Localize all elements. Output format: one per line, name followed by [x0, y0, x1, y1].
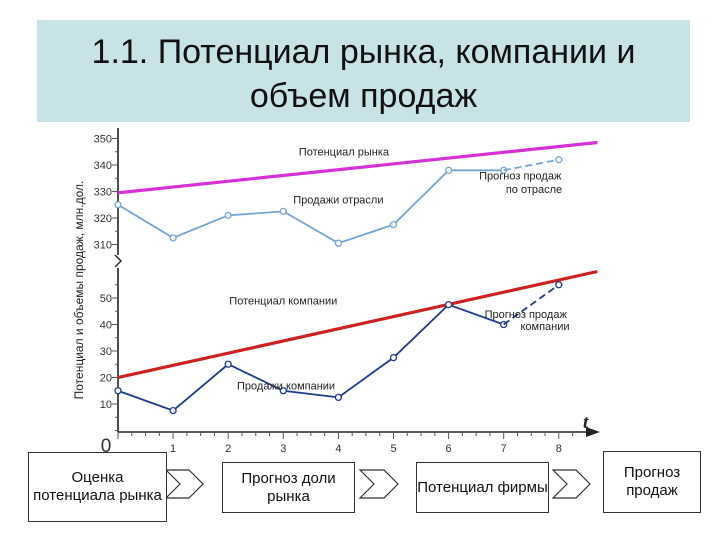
- chart-annotation: компании: [520, 321, 569, 333]
- data-point: [279, 387, 287, 395]
- x-axis-arrow: [586, 427, 600, 437]
- y-tick-label: 310: [94, 240, 112, 252]
- chart-annotation: Прогноз продаж: [479, 171, 562, 183]
- data-point: [389, 220, 398, 229]
- x-tick-label: 8: [556, 443, 562, 455]
- x-tick-label: 2: [225, 443, 231, 455]
- y-tick-label: 320: [94, 213, 112, 225]
- flow-box-firm-potential: Потенциал фирмы: [416, 462, 549, 513]
- data-point: [555, 281, 563, 289]
- axis-break-mark: [114, 254, 122, 268]
- y-tick-label: 30: [100, 346, 112, 358]
- chart-annotation: Потенциал компании: [229, 296, 337, 308]
- series-line: [117, 140, 598, 195]
- x-tick-label: 7: [501, 443, 507, 455]
- data-point: [279, 207, 287, 216]
- series-line: [117, 269, 598, 380]
- y-tick-label: 10: [100, 399, 112, 411]
- slide-title: 1.1. Потенциал рынка, компании и объем п…: [91, 33, 636, 115]
- title-box: 1.1. Потенциал рынка, компании и объем п…: [37, 20, 690, 122]
- flow-arrow: [164, 469, 204, 499]
- series-line: [503, 284, 560, 326]
- data-point: [334, 239, 343, 247]
- y-tick-label: 20: [100, 373, 112, 385]
- flow-box-market-potential: Оценка потенциала рынка: [28, 452, 167, 522]
- chart-annotation: по отрасле: [506, 184, 562, 196]
- data-point: [114, 387, 122, 395]
- x-tick-label: 5: [390, 443, 396, 455]
- data-point: [389, 353, 398, 362]
- chart-annotation: Прогноз продаж: [485, 309, 568, 321]
- chart-annotation: Продажи компании: [237, 380, 335, 392]
- series-line: [117, 169, 504, 245]
- y-tick-label: 340: [94, 160, 112, 172]
- data-point: [224, 211, 232, 220]
- y-tick-label: 40: [100, 320, 112, 332]
- x-tick-label-0: 0: [101, 436, 112, 457]
- flow-box-market-share-forecast: Прогноз доли рынка: [222, 462, 355, 513]
- data-point: [224, 360, 232, 368]
- data-point: [334, 393, 343, 402]
- x-tick-label: 1: [170, 443, 176, 455]
- series-line: [117, 303, 505, 412]
- y-tick-label: 50: [100, 293, 112, 305]
- y-axis-label: Потенциал и объемы продаж, млн.дол.: [72, 181, 86, 400]
- flow-box-sales-forecast: Прогноз продаж: [603, 451, 701, 513]
- flow-arrow: [358, 469, 399, 499]
- chart-annotation: Потенциал рынка: [299, 147, 390, 159]
- data-point: [169, 234, 177, 242]
- data-point: [114, 201, 122, 209]
- y-tick-label: 330: [94, 187, 112, 199]
- data-point: [444, 300, 453, 309]
- x-tick-label: 6: [446, 443, 452, 455]
- data-point: [555, 156, 563, 164]
- chart-annotation: Продажи отрасли: [293, 194, 383, 206]
- data-point: [169, 406, 177, 415]
- x-tick-label: 4: [335, 443, 341, 455]
- series-line: [503, 158, 559, 172]
- data-point: [444, 166, 453, 174]
- y-tick-label: 350: [94, 134, 112, 146]
- flow-arrow: [551, 469, 591, 499]
- x-tick-label: 3: [280, 443, 286, 455]
- x-axis-label: t: [583, 412, 589, 433]
